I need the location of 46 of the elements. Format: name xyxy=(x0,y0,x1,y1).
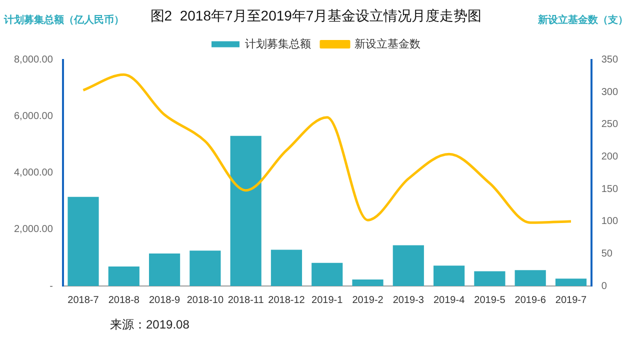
bar xyxy=(392,245,424,286)
y2-tick-label: 100 xyxy=(601,216,618,228)
bar xyxy=(148,253,180,286)
y2-tick-label: 350 xyxy=(601,54,618,66)
y2-tick-label: 300 xyxy=(601,86,618,98)
x-tick-label: 2018-12 xyxy=(268,294,306,306)
bar xyxy=(230,136,262,286)
y2-axis-title: 新设立基金数（支） xyxy=(537,14,628,26)
bar xyxy=(434,266,465,286)
x-tick-label: 2019-1 xyxy=(312,294,344,306)
x-tick-label: 2018-9 xyxy=(148,294,181,306)
chart-title: 图2 2018年7月至2019年7月基金设立情况月度走势图 xyxy=(150,7,482,24)
bar xyxy=(190,250,221,286)
x-tick-label: 2018-10 xyxy=(186,294,224,306)
bar xyxy=(352,279,384,286)
x-tick-label: 2019-4 xyxy=(433,294,466,306)
legend-label: 新设立基金数 xyxy=(354,37,420,50)
y2-tick-label: 50 xyxy=(601,248,613,260)
bar xyxy=(555,278,587,286)
y-tick-label: 8,000.00 xyxy=(14,54,54,66)
y2-tick-label: 250 xyxy=(601,119,618,130)
x-tick-label: 2019-3 xyxy=(392,294,424,306)
y2-tick-label: 200 xyxy=(601,151,618,162)
y2-tick-label: 0 xyxy=(601,280,608,292)
legend-label: 计划募集总额 xyxy=(245,37,311,50)
y-tick-label: - xyxy=(50,280,53,292)
line-series xyxy=(82,73,572,224)
bar xyxy=(68,196,99,286)
y-tick-label: 6,000.00 xyxy=(14,111,54,122)
x-tick-label: 2019-2 xyxy=(352,294,384,306)
bar xyxy=(312,262,343,286)
bar xyxy=(474,271,506,286)
y-axis-title: 计划募集总额（亿人民币） xyxy=(3,14,124,26)
x-tick-label: 2018-7 xyxy=(68,294,100,306)
y-tick-label: 2,000.00 xyxy=(14,224,54,236)
x-tick-label: 2019-7 xyxy=(555,294,587,306)
y2-tick-label: 150 xyxy=(601,184,618,195)
x-tick-label: 2018-8 xyxy=(108,294,140,306)
bar xyxy=(108,266,140,286)
source-note: 来源：2019.08 xyxy=(110,317,190,332)
y-tick-label: 4,000.00 xyxy=(14,168,54,179)
x-tick-label: 2018-11 xyxy=(228,294,264,306)
x-tick-label: 2019-5 xyxy=(474,294,506,306)
bar xyxy=(514,270,546,286)
x-tick-label: 2019-6 xyxy=(514,294,546,306)
bar xyxy=(270,250,302,286)
